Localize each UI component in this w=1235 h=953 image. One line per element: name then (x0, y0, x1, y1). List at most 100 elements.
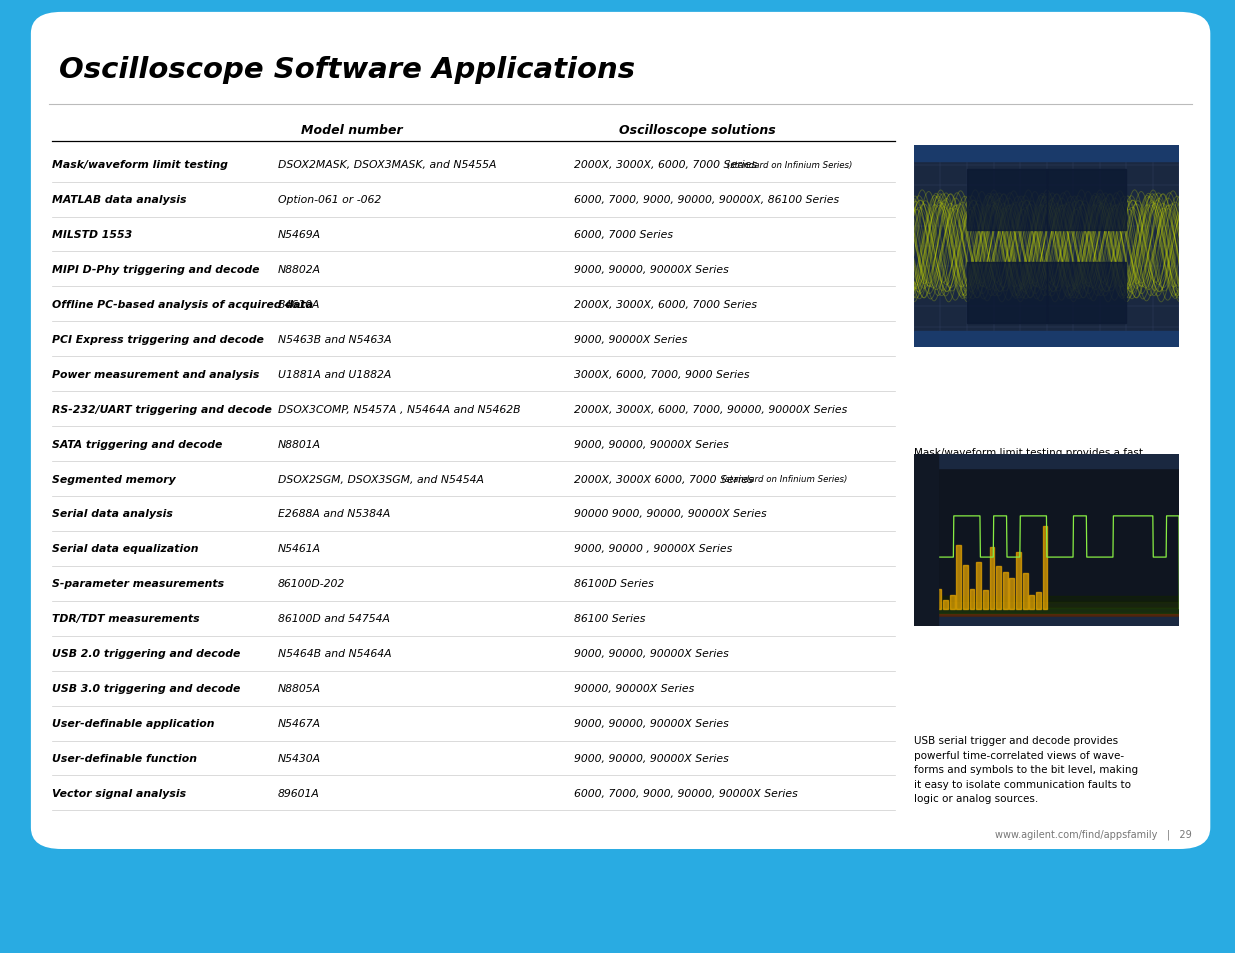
Bar (914, 332, 1179, 348)
Text: Offline PC-based analysis of acquired data: Offline PC-based analysis of acquired da… (52, 299, 312, 310)
Text: 6000, 7000, 9000, 90000, 90000X, 86100 Series: 6000, 7000, 9000, 90000, 90000X, 86100 S… (574, 194, 840, 205)
Text: USB 2.0 triggering and decode: USB 2.0 triggering and decode (52, 648, 241, 659)
Bar (989, 547, 994, 609)
Text: MIPI D-Phy triggering and decode: MIPI D-Phy triggering and decode (52, 265, 259, 274)
Bar (997, 567, 1002, 609)
Text: USB 3.0 triggering and decode: USB 3.0 triggering and decode (52, 683, 241, 694)
Text: S-parameter measurements: S-parameter measurements (52, 578, 224, 589)
Text: Power measurement and analysis: Power measurement and analysis (52, 370, 259, 379)
Bar (1003, 572, 1008, 609)
Bar (967, 170, 1046, 231)
Bar (914, 615, 1179, 620)
Text: 2000X, 3000X 6000, 7000 Series: 2000X, 3000X 6000, 7000 Series (574, 474, 753, 484)
Bar (944, 600, 948, 609)
Text: N8802A: N8802A (278, 265, 321, 274)
Text: 2000X, 3000X, 6000, 7000 Series: 2000X, 3000X, 6000, 7000 Series (574, 299, 757, 310)
Text: TDR/TDT measurements: TDR/TDT measurements (52, 614, 200, 623)
Text: 6000, 7000, 9000, 90000, 90000X Series: 6000, 7000, 9000, 90000, 90000X Series (574, 788, 798, 798)
Text: N5467A: N5467A (278, 719, 321, 728)
Text: Option-061 or -062: Option-061 or -062 (278, 194, 382, 205)
Text: 89601A: 89601A (278, 788, 320, 798)
Bar (914, 146, 1179, 162)
Text: 90000, 90000X Series: 90000, 90000X Series (574, 683, 694, 694)
Text: N5463B and N5463A: N5463B and N5463A (278, 335, 391, 344)
Text: 9000, 90000, 90000X Series: 9000, 90000, 90000X Series (574, 753, 729, 763)
Text: N8801A: N8801A (278, 439, 321, 449)
Text: N8805A: N8805A (278, 683, 321, 694)
Bar (916, 550, 921, 609)
Bar (930, 537, 935, 609)
Text: Segmented memory: Segmented memory (52, 474, 175, 484)
Bar (914, 455, 937, 626)
Bar (924, 570, 927, 609)
Bar (969, 589, 974, 609)
Text: USB serial trigger and decode provides
powerful time-correlated views of wave-
f: USB serial trigger and decode provides p… (914, 736, 1137, 803)
Bar (977, 562, 981, 609)
Bar (936, 589, 941, 609)
Bar (1046, 170, 1126, 231)
Bar (914, 608, 1179, 614)
Text: MATLAB data analysis: MATLAB data analysis (52, 194, 186, 205)
Bar (1009, 578, 1014, 609)
Text: 9000, 90000X Series: 9000, 90000X Series (574, 335, 688, 344)
Text: RS-232/UART triggering and decode: RS-232/UART triggering and decode (52, 404, 272, 415)
Bar (1046, 263, 1126, 323)
Text: (standard on Infinium Series): (standard on Infinium Series) (719, 475, 847, 483)
Text: 90000 9000, 90000, 90000X Series: 90000 9000, 90000, 90000X Series (574, 509, 767, 519)
Text: MILSTD 1553: MILSTD 1553 (52, 230, 132, 240)
Bar (914, 596, 1179, 601)
FancyBboxPatch shape (31, 13, 1210, 849)
Bar (963, 566, 968, 609)
Text: B4610A: B4610A (278, 299, 320, 310)
Bar (914, 620, 1179, 626)
Bar (1036, 593, 1041, 609)
Text: 3000X, 6000, 7000, 9000 Series: 3000X, 6000, 7000, 9000 Series (574, 370, 750, 379)
Text: N5430A: N5430A (278, 753, 321, 763)
Text: 2000X, 3000X, 6000, 7000, 90000, 90000X Series: 2000X, 3000X, 6000, 7000, 90000, 90000X … (574, 404, 847, 415)
Text: DSOX3COMP, N5457A , N5464A and N5462B: DSOX3COMP, N5457A , N5464A and N5462B (278, 404, 520, 415)
Bar (1016, 553, 1021, 609)
Text: 2000X, 3000X, 6000, 7000 Series: 2000X, 3000X, 6000, 7000 Series (574, 160, 757, 170)
Text: Serial data equalization: Serial data equalization (52, 544, 199, 554)
Text: 6000, 7000 Series: 6000, 7000 Series (574, 230, 673, 240)
Bar (914, 455, 1179, 468)
Text: 9000, 90000, 90000X Series: 9000, 90000, 90000X Series (574, 265, 729, 274)
Bar (914, 618, 1179, 626)
Text: 86100D Series: 86100D Series (574, 578, 655, 589)
Text: N5469A: N5469A (278, 230, 321, 240)
Text: Model number: Model number (301, 125, 403, 137)
Bar (967, 263, 1046, 323)
Text: 86100D and 54754A: 86100D and 54754A (278, 614, 390, 623)
Text: (standard on Infinium Series): (standard on Infinium Series) (724, 160, 852, 170)
Text: N5461A: N5461A (278, 544, 321, 554)
Text: SATA triggering and decode: SATA triggering and decode (52, 439, 222, 449)
Text: Vector signal analysis: Vector signal analysis (52, 788, 186, 798)
Text: 9000, 90000, 90000X Series: 9000, 90000, 90000X Series (574, 648, 729, 659)
Text: Oscilloscope Software Applications: Oscilloscope Software Applications (59, 55, 635, 84)
Text: U1881A and U1882A: U1881A and U1882A (278, 370, 391, 379)
Bar (983, 590, 988, 609)
Text: User-definable application: User-definable application (52, 719, 215, 728)
Text: User-definable function: User-definable function (52, 753, 196, 763)
Text: PCI Express triggering and decode: PCI Express triggering and decode (52, 335, 264, 344)
Text: Mask/waveform limit testing: Mask/waveform limit testing (52, 160, 227, 170)
Text: 9000, 90000, 90000X Series: 9000, 90000, 90000X Series (574, 439, 729, 449)
Bar (914, 602, 1179, 608)
Bar (1023, 574, 1028, 609)
Text: N5464B and N5464A: N5464B and N5464A (278, 648, 391, 659)
Text: 9000, 90000, 90000X Series: 9000, 90000, 90000X Series (574, 719, 729, 728)
Text: 86100 Series: 86100 Series (574, 614, 646, 623)
Text: DSOX2SGM, DSOX3SGM, and N5454A: DSOX2SGM, DSOX3SGM, and N5454A (278, 474, 484, 484)
Bar (950, 595, 955, 609)
Text: 9000, 90000 , 90000X Series: 9000, 90000 , 90000X Series (574, 544, 732, 554)
Bar (1030, 596, 1034, 609)
Text: Oscilloscope solutions: Oscilloscope solutions (620, 125, 776, 137)
Bar (1042, 526, 1047, 609)
Text: E2688A and N5384A: E2688A and N5384A (278, 509, 390, 519)
Text: Mask/waveform limit testing provides a fast
and easy way to test your signals to: Mask/waveform limit testing provides a f… (914, 448, 1153, 500)
Text: 86100D-202: 86100D-202 (278, 578, 345, 589)
Text: Serial data analysis: Serial data analysis (52, 509, 173, 519)
Bar (956, 545, 961, 609)
Text: DSOX2MASK, DSOX3MASK, and N5455A: DSOX2MASK, DSOX3MASK, and N5455A (278, 160, 496, 170)
Text: www.agilent.com/find/appsfamily   |   29: www.agilent.com/find/appsfamily | 29 (994, 828, 1192, 839)
